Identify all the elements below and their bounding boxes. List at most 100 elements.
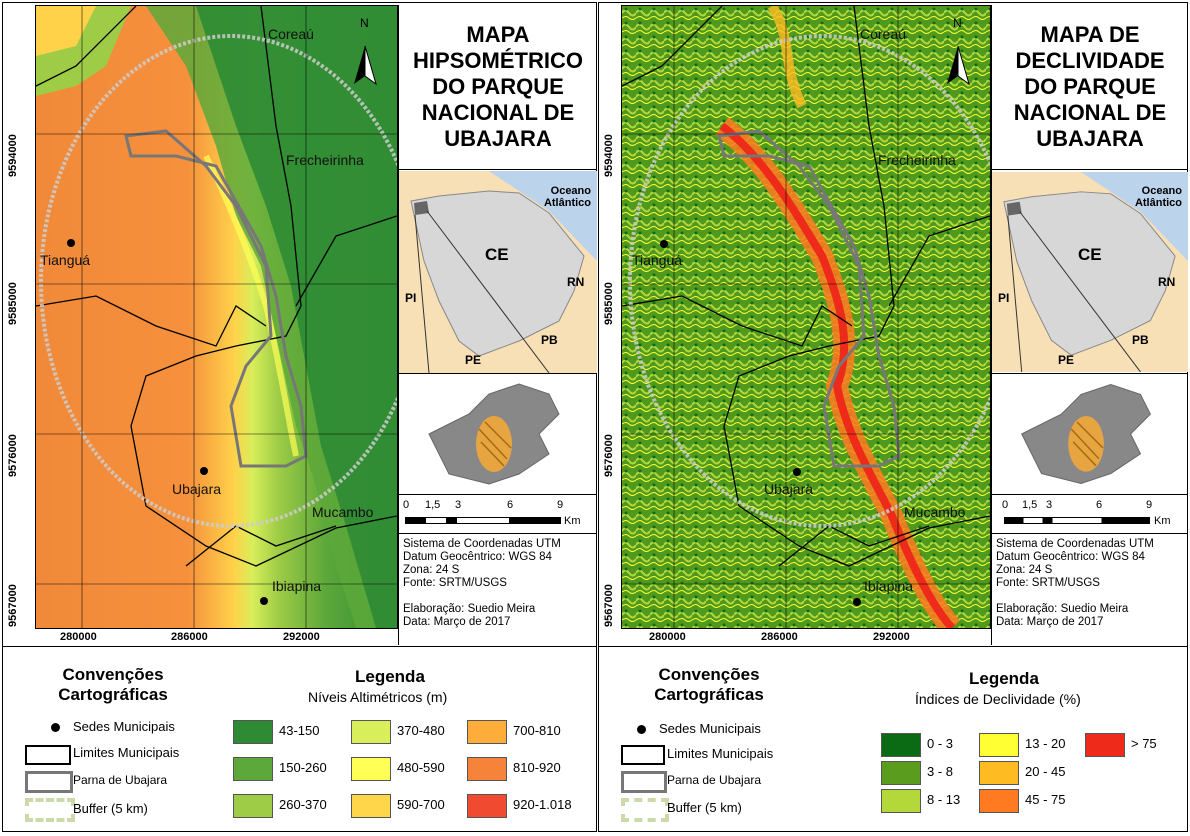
map-title: MAPA HIPSOMÉTRICO DO PARQUE NACIONAL DE … bbox=[399, 5, 597, 170]
place-ibiapina: Ibiapina bbox=[864, 578, 914, 594]
info-line bbox=[996, 590, 1184, 603]
legend-subtitle: Índices de Declividade (%) bbox=[915, 691, 1081, 707]
municipality-inset bbox=[992, 374, 1188, 495]
slope-swatch-2 bbox=[881, 761, 921, 785]
conv-title-line-2: Cartográficas bbox=[58, 685, 168, 704]
conv-sedes: Sedes Municipais bbox=[73, 719, 175, 734]
y-tick-2: 9585000 bbox=[7, 282, 19, 325]
map-title: MAPA DE DECLIVIDADE DO PARQUE NACIONAL D… bbox=[992, 5, 1188, 170]
slope-label-1: 0 - 3 bbox=[927, 736, 954, 751]
y-tick-3: 9576000 bbox=[7, 434, 19, 477]
scale-tick-4: 9 bbox=[557, 499, 564, 511]
slope-swatch-4 bbox=[979, 733, 1019, 757]
hypsometric-raster bbox=[36, 6, 397, 628]
place-coreau: Coreaú bbox=[268, 26, 314, 42]
pe-label: PE bbox=[1058, 353, 1075, 367]
slope-swatch-6 bbox=[979, 789, 1019, 813]
conv-parna: Parna de Ubajara bbox=[667, 773, 762, 787]
legend-subtitle: Níveis Altimétricos (m) bbox=[308, 689, 448, 705]
hyp-label-7: 700-810 bbox=[513, 723, 561, 738]
legend-panel: Convenções Cartográficas Legenda Níveis … bbox=[3, 646, 596, 832]
conv-title: Convenções Cartográficas bbox=[43, 665, 183, 705]
conv-title-line-1: Convenções bbox=[658, 665, 760, 684]
y-tick-4: 9567000 bbox=[603, 584, 615, 627]
pb-label: PB bbox=[541, 333, 558, 347]
hyp-swatch-1 bbox=[233, 720, 273, 744]
y-tick-3: 9576000 bbox=[603, 434, 615, 477]
side-panel: MAPA HIPSOMÉTRICO DO PARQUE NACIONAL DE … bbox=[398, 5, 597, 645]
place-ibiapina: Ibiapina bbox=[272, 578, 322, 594]
location-inset: Oceano Atlântico CE RN PI PB PE bbox=[992, 171, 1188, 374]
pe-label: PE bbox=[465, 353, 482, 367]
scale-unit: Km bbox=[1154, 515, 1171, 527]
scale-tick-1: 1,5 bbox=[1022, 499, 1038, 511]
place-ubajara: Ubajara bbox=[764, 481, 814, 497]
place-ubajara: Ubajara bbox=[172, 481, 222, 497]
place-frecheirinha: Frecheirinha bbox=[878, 152, 956, 168]
conv-sedes: Sedes Municipais bbox=[659, 721, 761, 736]
slope-label-2: 3 - 8 bbox=[927, 764, 954, 779]
scale-tick-2: 3 bbox=[1046, 499, 1053, 511]
north-arrow-icon bbox=[947, 45, 970, 86]
map-info: Sistema de Coordenadas UTM Datum Geocênt… bbox=[992, 534, 1188, 633]
x-tick-1: 280000 bbox=[60, 631, 97, 643]
scale-tick-4: 9 bbox=[1146, 499, 1153, 511]
hyp-swatch-2 bbox=[233, 757, 273, 781]
x-tick-3: 292000 bbox=[873, 631, 910, 643]
slope-label-4: 13 - 20 bbox=[1025, 736, 1066, 751]
info-line: Elaboração: Suedio Meira bbox=[996, 603, 1129, 615]
conv-parna: Parna de Ubajara bbox=[73, 773, 168, 787]
north-label: N bbox=[953, 16, 962, 30]
location-inset: Oceano Atlântico CE RN PI PB PE bbox=[399, 171, 597, 374]
hyp-label-6: 590-700 bbox=[397, 797, 445, 812]
y-tick-2: 9585000 bbox=[603, 282, 615, 325]
place-frecheirinha: Frecheirinha bbox=[286, 152, 364, 168]
hyp-label-2: 150-260 bbox=[279, 760, 327, 775]
conv-title-line-2: Cartográficas bbox=[654, 685, 764, 704]
place-mucambo: Mucambo bbox=[312, 504, 374, 520]
hyp-swatch-4 bbox=[351, 720, 391, 744]
north-label: N bbox=[360, 16, 369, 30]
info-line: Sistema de Coordenadas UTM bbox=[996, 538, 1154, 550]
pb-label: PB bbox=[1132, 333, 1149, 347]
conv-limites: Limites Municipais bbox=[73, 745, 180, 760]
place-mucambo: Mucambo bbox=[904, 504, 966, 520]
hypsometric-map-sheet: Coreaú Frecheirinha Tianguá Ubajara Muca… bbox=[2, 2, 597, 832]
scale-tick-1: 1,5 bbox=[425, 499, 441, 511]
slope-swatch-3 bbox=[881, 789, 921, 813]
slope-label-5: 20 - 45 bbox=[1025, 764, 1066, 779]
scale-tick-3: 6 bbox=[1096, 499, 1103, 511]
hyp-swatch-9 bbox=[467, 794, 507, 818]
hyp-label-5: 480-590 bbox=[397, 760, 445, 775]
info-line: Fonte: SRTM/USGS bbox=[996, 577, 1100, 589]
info-line: Sistema de Coordenadas UTM bbox=[403, 538, 561, 550]
info-line: Datum Geocêntrico: WGS 84 bbox=[403, 551, 552, 563]
place-tiangua: Tianguá bbox=[40, 252, 91, 268]
rn-label: RN bbox=[1158, 275, 1176, 289]
slope-label-7: > 75 bbox=[1131, 736, 1157, 751]
conv-limites: Limites Municipais bbox=[667, 746, 774, 761]
municipality-inset bbox=[399, 374, 597, 495]
slope-swatch-1 bbox=[881, 733, 921, 757]
hyp-swatch-6 bbox=[351, 794, 391, 818]
ce-label: CE bbox=[485, 245, 509, 264]
y-tick-1: 9594000 bbox=[7, 134, 19, 177]
scale-tick-2: 3 bbox=[455, 499, 462, 511]
ce-label: CE bbox=[1078, 245, 1102, 264]
info-line: Elaboração: Suedio Meira bbox=[403, 603, 536, 615]
slope-map-sheet: Coreaú Frecheirinha Tianguá Ubajara Muca… bbox=[598, 2, 1188, 832]
ocean-label: Oceano Atlântico bbox=[1134, 185, 1182, 209]
map-info: Sistema de Coordenadas UTM Datum Geocênt… bbox=[399, 534, 605, 633]
slope-label-3: 8 - 13 bbox=[927, 792, 961, 807]
conv-buffer: Buffer (5 km) bbox=[73, 801, 148, 816]
x-tick-1: 280000 bbox=[649, 631, 686, 643]
info-line: Data: Março de 2017 bbox=[996, 616, 1104, 628]
scale-tick-0: 0 bbox=[403, 499, 410, 511]
hyp-label-8: 810-920 bbox=[513, 760, 561, 775]
info-line: Zona: 24 S bbox=[996, 564, 1053, 576]
side-panel: MAPA DE DECLIVIDADE DO PARQUE NACIONAL D… bbox=[991, 5, 1188, 645]
slope-swatch-7 bbox=[1085, 733, 1125, 757]
x-tick-2: 286000 bbox=[761, 631, 798, 643]
scale-tick-0: 0 bbox=[1002, 499, 1009, 511]
conv-title-line-1: Convenções bbox=[62, 665, 164, 684]
